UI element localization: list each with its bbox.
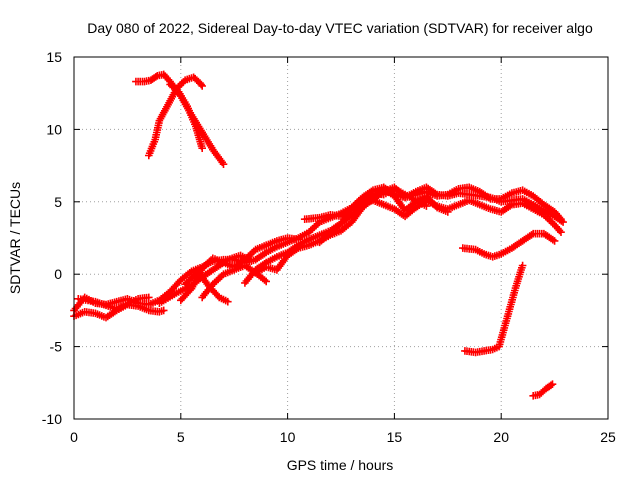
x-tick-label: 25 xyxy=(600,429,616,445)
y-tick-label: -5 xyxy=(50,339,63,355)
x-axis-label: GPS time / hours xyxy=(287,457,394,473)
series-arc-g xyxy=(181,267,232,306)
axis-ticks: 0 5 10 15 20 25 -10 -5 0 5 10 15 xyxy=(42,49,616,445)
data-series xyxy=(70,70,567,400)
y-tick-label: 15 xyxy=(46,49,62,65)
y-tick-label: 5 xyxy=(54,194,62,210)
series-arc-q xyxy=(166,80,206,152)
chart-title: Day 080 of 2022, Sidereal Day-to-day VTE… xyxy=(87,20,593,36)
series-arc-c xyxy=(74,293,153,313)
x-tick-label: 5 xyxy=(177,429,185,445)
x-tick-label: 15 xyxy=(387,429,403,445)
series-arc-a xyxy=(70,183,565,315)
series-arc-m xyxy=(461,261,527,357)
plot-frame xyxy=(73,56,609,420)
series-arc-i xyxy=(251,183,567,277)
y-tick-label: 10 xyxy=(46,121,62,137)
series-arc-k xyxy=(315,185,452,247)
x-tick-label: 0 xyxy=(70,429,78,445)
x-tick-label: 20 xyxy=(493,429,509,445)
series-arc-l xyxy=(459,229,559,261)
y-tick-label: 0 xyxy=(54,266,62,282)
x-tick-label: 10 xyxy=(280,429,296,445)
series-arc-n xyxy=(529,380,557,400)
y-axis-label: SDTVAR / TECUs xyxy=(7,182,23,294)
y-tick-label: -10 xyxy=(42,411,62,427)
